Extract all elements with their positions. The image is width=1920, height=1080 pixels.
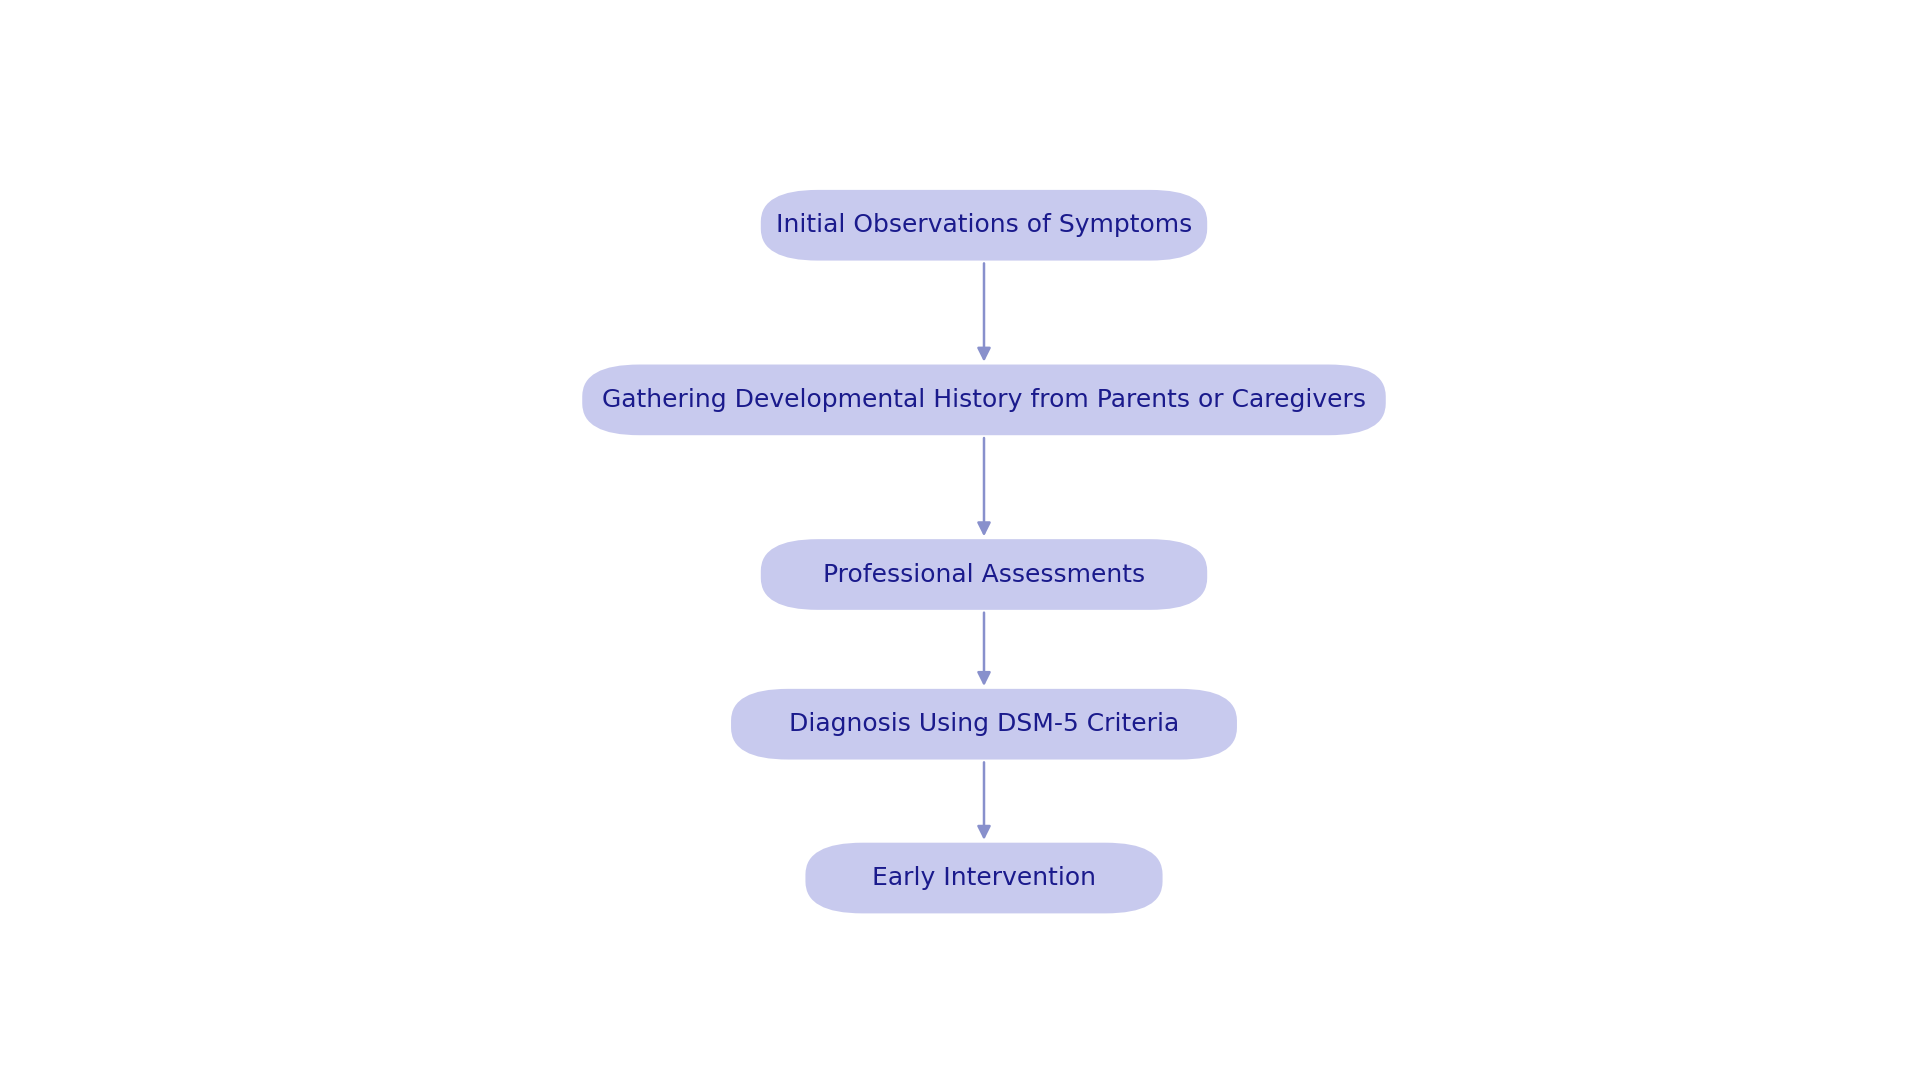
Text: Gathering Developmental History from Parents or Caregivers: Gathering Developmental History from Par… bbox=[603, 388, 1365, 411]
FancyBboxPatch shape bbox=[582, 365, 1386, 435]
Text: Initial Observations of Symptoms: Initial Observations of Symptoms bbox=[776, 213, 1192, 238]
FancyBboxPatch shape bbox=[732, 689, 1236, 759]
Text: Early Intervention: Early Intervention bbox=[872, 866, 1096, 890]
FancyBboxPatch shape bbox=[806, 842, 1162, 914]
FancyBboxPatch shape bbox=[760, 190, 1208, 260]
Text: Professional Assessments: Professional Assessments bbox=[824, 563, 1144, 586]
FancyBboxPatch shape bbox=[760, 539, 1208, 610]
Text: Diagnosis Using DSM-5 Criteria: Diagnosis Using DSM-5 Criteria bbox=[789, 712, 1179, 737]
